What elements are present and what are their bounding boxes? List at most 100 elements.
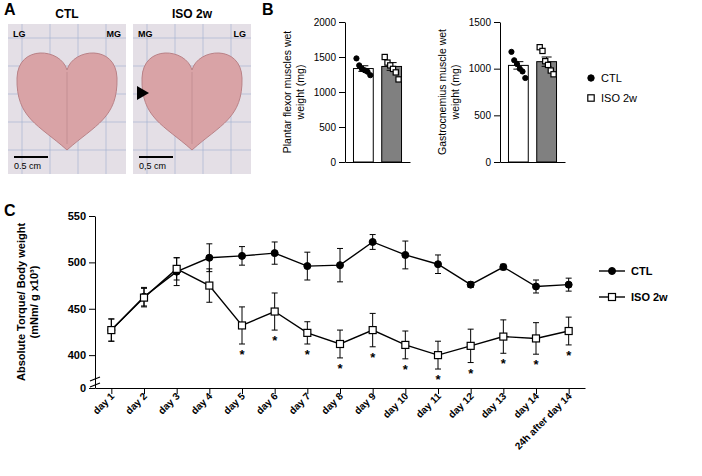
error-bar <box>174 258 180 280</box>
tick-mark <box>242 388 243 394</box>
error-bar <box>337 248 343 281</box>
tick-label: 500 <box>68 256 86 268</box>
tick-label: 400 <box>68 349 86 361</box>
tick-label: day 10 <box>381 390 411 420</box>
data-point <box>565 281 572 288</box>
tick: 0 <box>330 157 345 168</box>
data-point <box>520 69 525 74</box>
legend-marker <box>609 268 616 275</box>
legend-label: CTL <box>601 72 622 84</box>
tick-label: 450 <box>68 303 86 315</box>
annotation: * <box>370 350 376 365</box>
error-bar <box>500 264 506 270</box>
data-point <box>382 54 387 59</box>
data-point <box>467 342 474 349</box>
tick: day 14 <box>511 388 541 420</box>
annotation: * <box>272 333 278 348</box>
tick: 400 <box>68 349 95 361</box>
tick-label: day 6 <box>254 390 280 416</box>
error-bar <box>402 241 408 269</box>
photo: LGMG0.5 cm <box>8 24 126 174</box>
series-line <box>111 269 568 355</box>
bar <box>382 66 402 162</box>
tick-mark <box>339 162 345 163</box>
data-point <box>304 329 311 336</box>
axis-line <box>501 162 566 163</box>
data-point <box>369 327 376 334</box>
error-bar <box>370 235 376 250</box>
data-point <box>304 263 311 270</box>
arrowhead <box>137 86 149 100</box>
tick-mark <box>536 388 537 394</box>
data-point <box>239 322 246 329</box>
data-point <box>271 250 278 257</box>
tick-mark <box>339 92 345 93</box>
legend-item: ISO 2w <box>588 92 637 104</box>
data-point <box>271 308 278 315</box>
tick-mark <box>494 69 500 70</box>
legend-item: CTL <box>588 72 622 84</box>
bar-chart: 050010001500 <box>469 17 566 168</box>
data-point <box>467 281 474 288</box>
data-point <box>523 75 528 80</box>
tick: day 8 <box>319 388 345 416</box>
photo-label: LG <box>234 29 247 39</box>
tick-mark <box>89 216 95 217</box>
data-point <box>393 70 398 75</box>
tick-label: 24h after day 14 <box>513 390 575 452</box>
error-bar <box>468 282 474 288</box>
data-point <box>545 62 550 67</box>
error-bar <box>206 244 212 272</box>
tick: 1000 <box>469 63 500 74</box>
error-bar <box>468 329 474 362</box>
tick-mark <box>177 388 178 394</box>
error-bar <box>108 319 114 341</box>
tick: day 10 <box>381 388 411 420</box>
tick: 500 <box>319 122 345 133</box>
data-point <box>435 261 442 268</box>
tick-label: day 2 <box>123 390 149 416</box>
panel-label: A <box>4 1 16 18</box>
data-point <box>402 251 409 258</box>
bar-chart: 0500100015002000 <box>314 17 411 168</box>
error-bar <box>206 269 212 302</box>
axis-line <box>346 162 411 163</box>
tick-label: 1500 <box>469 17 492 28</box>
legend-item: ISO 2w <box>599 291 668 303</box>
scale-bar <box>14 156 48 158</box>
axis-line <box>500 23 501 163</box>
data-point <box>206 254 213 261</box>
photo-background <box>133 24 251 174</box>
tick-mark <box>339 57 345 58</box>
tick: 500 <box>68 256 95 268</box>
tick-label: day 1 <box>91 390 117 416</box>
annotation: * <box>239 347 245 362</box>
tick-mark <box>275 388 276 394</box>
data-point <box>141 294 148 301</box>
data-point <box>402 341 409 348</box>
error-bar <box>435 255 441 274</box>
tick: 1000 <box>314 87 345 98</box>
tick-label: day 3 <box>156 390 182 416</box>
tick-mark <box>373 388 374 394</box>
tick: 500 <box>474 110 500 121</box>
axis-line <box>95 217 96 389</box>
data-point <box>435 352 442 359</box>
error-bar <box>435 341 441 369</box>
legend: CTL ISO 2w <box>588 72 637 104</box>
error-bar <box>239 247 245 266</box>
data-point <box>368 73 373 78</box>
error-bar <box>141 288 147 307</box>
tick-mark <box>89 388 95 389</box>
data-point <box>337 262 344 269</box>
tick-label: 1000 <box>314 87 337 98</box>
error-bar <box>272 293 278 330</box>
axis-title: Gastrocnemius muscle wetweight (mg) <box>436 29 461 155</box>
axis <box>346 162 411 163</box>
legend-marker <box>588 95 594 101</box>
plot-area <box>108 235 572 369</box>
data-point <box>500 333 507 340</box>
tick-mark <box>111 388 112 394</box>
tick-mark <box>89 355 95 356</box>
data-point <box>369 238 376 245</box>
